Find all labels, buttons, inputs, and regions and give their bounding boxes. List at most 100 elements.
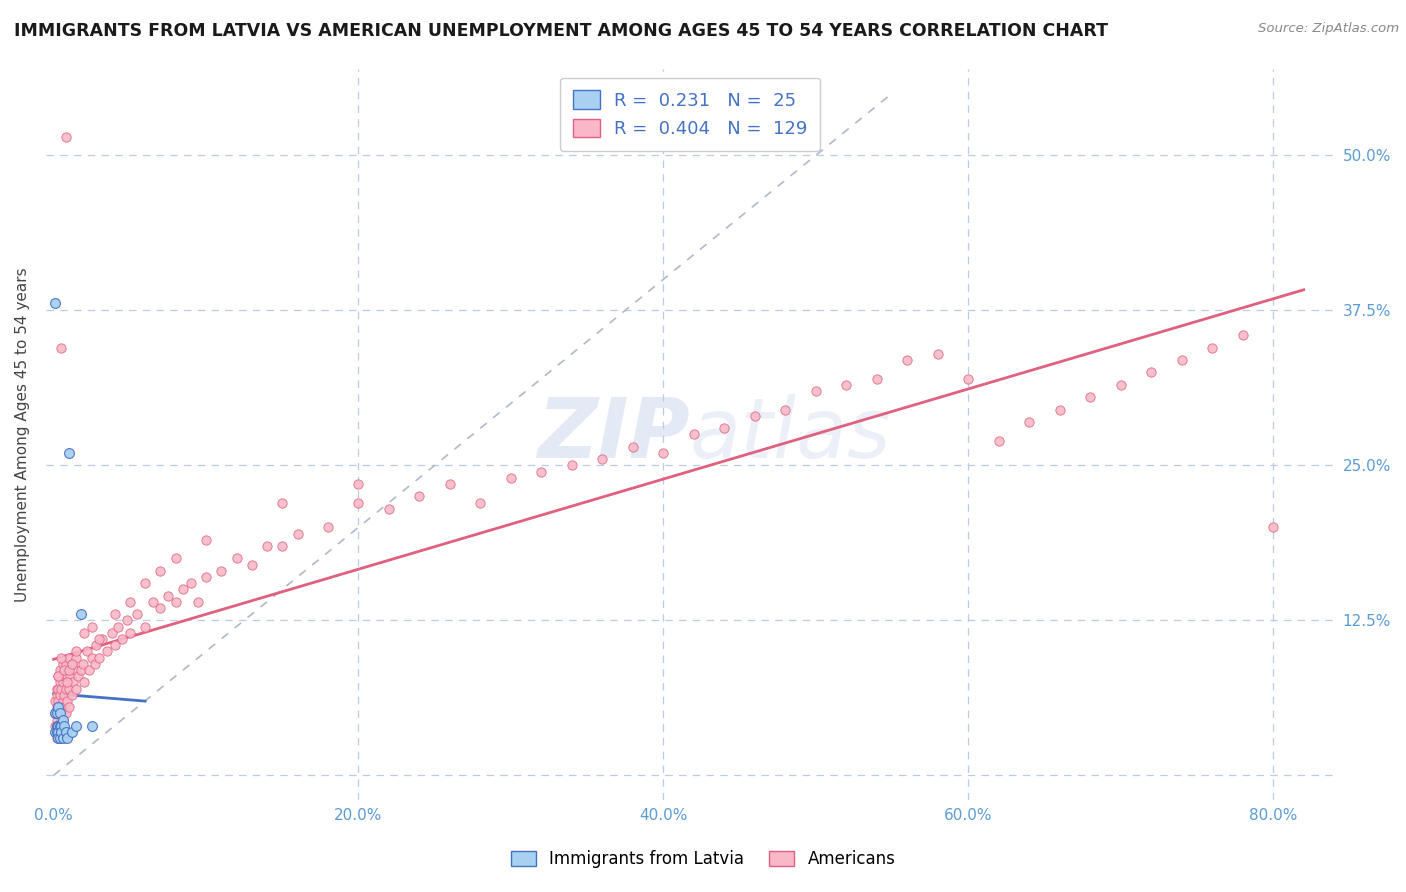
Point (60, 725, 83, 739)
Point (73, 675, 96, 690)
Point (55, 681, 77, 696)
Point (149, 564, 172, 578)
Point (165, 551, 187, 566)
Point (65, 681, 87, 696)
Point (89, 650, 111, 665)
Point (46, 681, 69, 696)
Point (111, 632, 134, 646)
Point (45, 700, 67, 714)
Text: IMMIGRANTS FROM LATVIA VS AMERICAN UNEMPLOYMENT AMONG AGES 45 TO 54 YEARS CORREL: IMMIGRANTS FROM LATVIA VS AMERICAN UNEMP… (14, 22, 1108, 40)
Point (72, 657, 94, 671)
Point (45, 719, 67, 733)
Point (46, 725, 69, 739)
Point (48, 663, 70, 677)
Point (60, 657, 83, 671)
Point (44, 719, 66, 733)
Point (60, 657, 83, 671)
Point (45, 731, 67, 746)
Point (59, 669, 82, 683)
Point (775, 402, 797, 417)
Point (46, 700, 69, 714)
Point (107, 619, 129, 633)
Point (378, 501, 401, 516)
Point (48, 731, 70, 746)
Point (713, 421, 735, 435)
Point (347, 477, 370, 491)
Point (44, 706, 66, 721)
Y-axis label: Unemployment Among Ages 45 to 54 years: Unemployment Among Ages 45 to 54 years (15, 267, 30, 601)
Point (52, 706, 75, 721)
Point (1140, 365, 1163, 379)
Point (46, 706, 69, 721)
Point (52, 657, 75, 671)
Point (561, 458, 583, 473)
Point (1078, 390, 1101, 404)
Point (56, 694, 79, 708)
Point (48, 719, 70, 733)
Point (65, 719, 87, 733)
Point (60, 688, 83, 702)
Point (271, 539, 294, 553)
Point (44, 725, 66, 739)
Point (115, 613, 138, 627)
Point (55, 657, 77, 671)
Point (46, 694, 69, 708)
Point (835, 377, 858, 392)
Point (408, 489, 430, 503)
Point (45, 713, 67, 727)
Point (53, 669, 76, 683)
Point (46, 700, 69, 714)
Legend: Immigrants from Latvia, Americans: Immigrants from Latvia, Americans (505, 844, 901, 875)
Point (96, 644, 118, 658)
Point (46, 719, 69, 733)
Point (77, 663, 100, 677)
Point (51, 341, 73, 355)
Point (165, 595, 187, 609)
Point (127, 607, 149, 621)
Point (621, 440, 644, 454)
Point (44, 694, 66, 708)
Point (51, 681, 73, 696)
Point (80, 619, 103, 633)
Point (240, 558, 263, 572)
Point (55, 725, 77, 739)
Point (499, 471, 522, 485)
Point (209, 564, 232, 578)
Point (70, 607, 93, 621)
Point (1263, 520, 1285, 534)
Point (195, 570, 218, 584)
Point (66, 669, 89, 683)
Point (65, 650, 87, 665)
Point (53, 700, 76, 714)
Point (89, 632, 111, 646)
Point (45, 706, 67, 721)
Point (46, 669, 69, 683)
Point (58, 650, 80, 665)
Point (84, 638, 107, 652)
Point (80, 650, 103, 665)
Point (439, 477, 461, 491)
Point (45, 688, 67, 702)
Point (52, 731, 75, 746)
Point (48, 675, 70, 690)
Point (927, 347, 949, 361)
Point (100, 625, 122, 640)
Point (46, 725, 69, 739)
Point (51, 700, 73, 714)
Point (187, 595, 209, 609)
Point (591, 452, 613, 467)
Point (46, 669, 69, 683)
Point (58, 663, 80, 677)
Point (896, 353, 918, 368)
Text: atlas: atlas (690, 394, 891, 475)
Point (1170, 353, 1192, 368)
Point (256, 539, 278, 553)
Point (56, 669, 79, 683)
Point (80, 719, 103, 733)
Point (53, 688, 76, 702)
Point (46, 719, 69, 733)
Point (134, 576, 156, 591)
Point (287, 526, 309, 541)
Point (1201, 341, 1223, 355)
Point (530, 465, 553, 479)
